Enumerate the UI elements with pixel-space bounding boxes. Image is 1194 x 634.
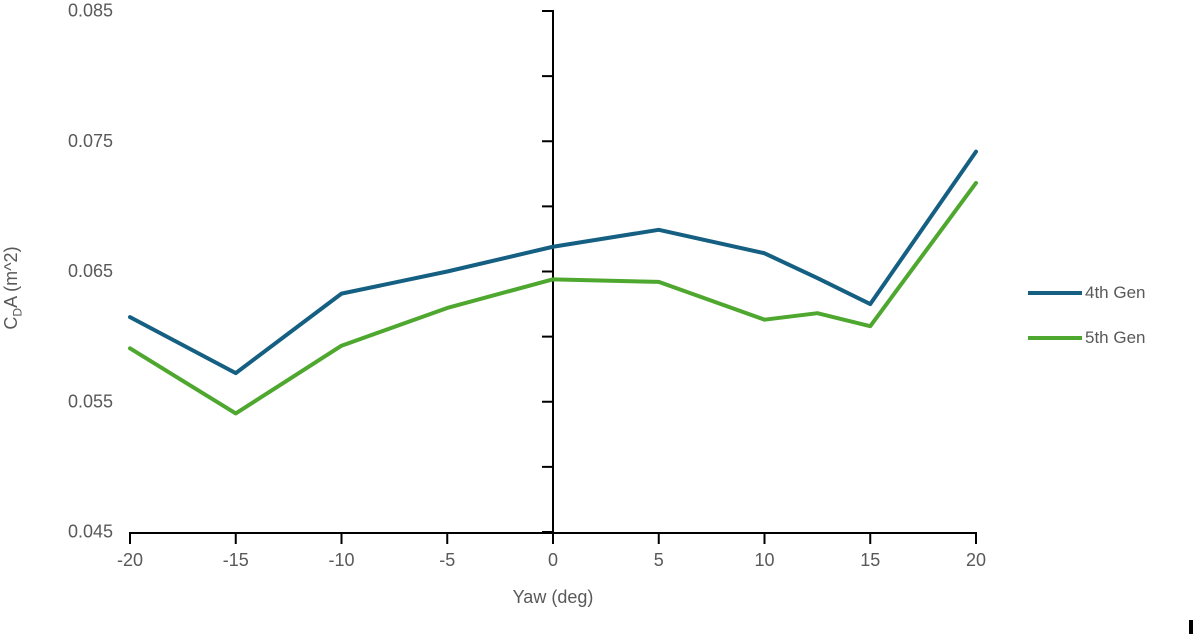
y-tick-label: 0.085 [68,1,113,21]
legend-item-4th-gen: 4th Gen [1028,281,1146,305]
y-tick-label: 0.075 [68,131,113,151]
series-line-5th-gen [128,180,978,416]
legend-line-swatch-4th-gen [1028,291,1082,295]
legend-label-5th-gen: 5th Gen [1085,328,1146,347]
y-tick-label: 0.065 [68,261,113,281]
corner-mark [1189,620,1193,634]
x-axis-title: Yaw (deg) [512,587,594,607]
y-tick-label: 0.055 [68,391,113,411]
x-tick-label: -20 [117,550,143,570]
legend-label-4th-gen: 4th Gen [1085,283,1146,302]
x-tick-label: 0 [548,550,558,570]
y-axis-title-suffix: A (m^2) [1,246,21,308]
x-tick-label: 5 [654,550,664,570]
legend-item-5th-gen: 5th Gen [1028,326,1146,350]
legend: 4th Gen 5th Gen [1028,281,1146,371]
y-tick-label: 0.045 [68,522,113,542]
x-tick-label: -15 [223,550,249,570]
x-tick-label: 15 [860,550,880,570]
x-tick-label: 10 [754,550,774,570]
x-tick-label: -10 [328,550,354,570]
x-tick-label: -5 [439,550,455,570]
y-axis-title-subscript: D [10,307,25,317]
y-axis-title: CDA (m^2) [1,188,25,388]
series-line-4th-gen [128,149,978,376]
x-tick-label: 20 [966,550,986,570]
legend-line-swatch-5th-gen [1028,336,1082,340]
y-axis-title-prefix: C [1,316,21,330]
